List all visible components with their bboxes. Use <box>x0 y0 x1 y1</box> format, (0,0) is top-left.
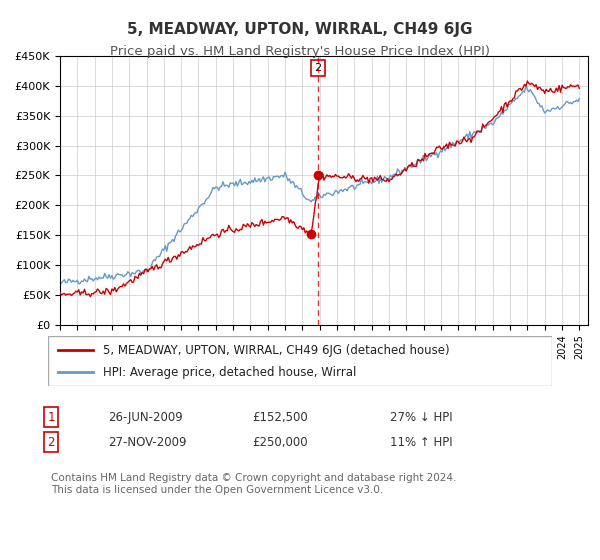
Text: £152,500: £152,500 <box>252 410 308 424</box>
Text: 27% ↓ HPI: 27% ↓ HPI <box>390 410 452 424</box>
Text: 2: 2 <box>314 63 322 73</box>
Text: 1: 1 <box>47 410 55 424</box>
Text: 5, MEADWAY, UPTON, WIRRAL, CH49 6JG (detached house): 5, MEADWAY, UPTON, WIRRAL, CH49 6JG (det… <box>103 344 450 357</box>
Text: 5, MEADWAY, UPTON, WIRRAL, CH49 6JG: 5, MEADWAY, UPTON, WIRRAL, CH49 6JG <box>127 22 473 38</box>
Text: 11% ↑ HPI: 11% ↑ HPI <box>390 436 452 449</box>
FancyBboxPatch shape <box>48 336 552 386</box>
Text: 26-JUN-2009: 26-JUN-2009 <box>108 410 183 424</box>
Text: Contains HM Land Registry data © Crown copyright and database right 2024.
This d: Contains HM Land Registry data © Crown c… <box>51 473 457 495</box>
Text: £250,000: £250,000 <box>252 436 308 449</box>
Text: 27-NOV-2009: 27-NOV-2009 <box>108 436 187 449</box>
Text: Price paid vs. HM Land Registry's House Price Index (HPI): Price paid vs. HM Land Registry's House … <box>110 45 490 58</box>
Text: 2: 2 <box>47 436 55 449</box>
Text: HPI: Average price, detached house, Wirral: HPI: Average price, detached house, Wirr… <box>103 366 357 379</box>
